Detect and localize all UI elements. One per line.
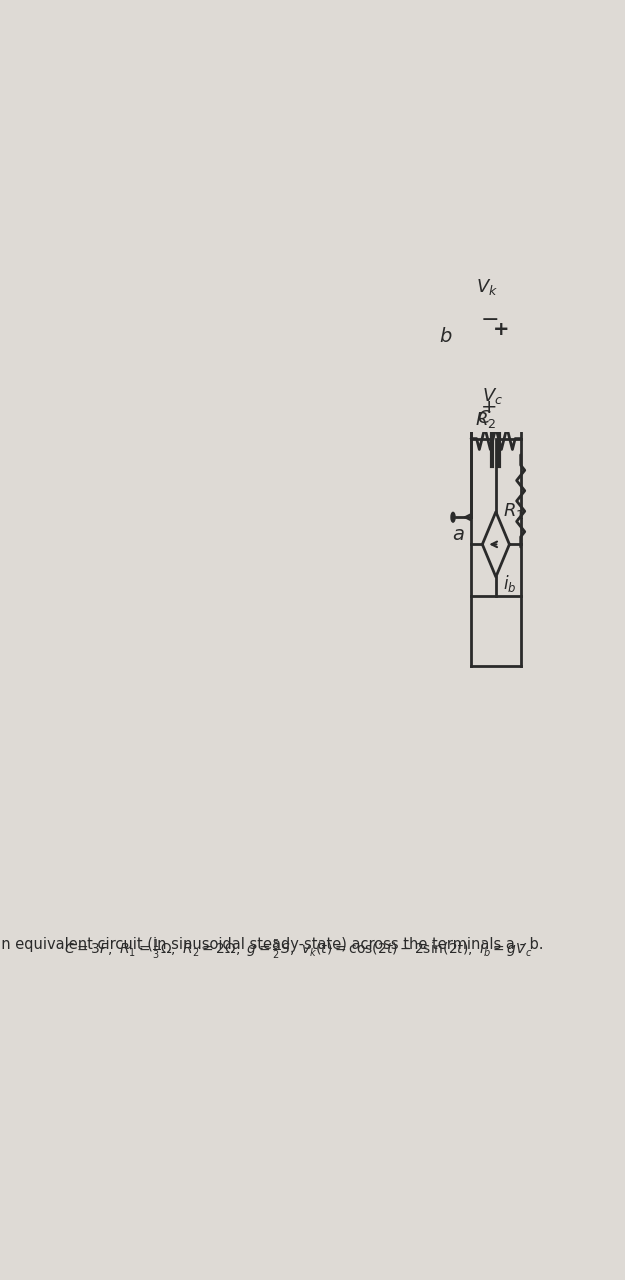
Text: $R_2$: $R_2$ bbox=[474, 410, 496, 430]
Text: $V_c$: $V_c$ bbox=[481, 387, 502, 406]
Text: C: C bbox=[478, 408, 490, 426]
Text: $V_k$: $V_k$ bbox=[476, 276, 498, 297]
Text: 1) Find the Thevenin equivalent circuit (in sinusoidal steady-state) across the : 1) Find the Thevenin equivalent circuit … bbox=[0, 937, 543, 952]
Text: +: + bbox=[481, 398, 497, 417]
Text: $R_1$: $R_1$ bbox=[503, 500, 524, 521]
Text: b: b bbox=[439, 328, 452, 347]
Circle shape bbox=[451, 512, 455, 522]
Text: −: − bbox=[481, 311, 499, 330]
Text: $C = 3F,\ R_1 = \frac{1}{3}\Omega,\ R_2 = 2\Omega,\ g = \frac{5}{2}S,$$\ v_k(t) : $C = 3F,\ R_1 = \frac{1}{3}\Omega,\ R_2 … bbox=[64, 937, 532, 961]
Text: +: + bbox=[493, 320, 510, 339]
Circle shape bbox=[451, 330, 455, 340]
Text: $i_b$: $i_b$ bbox=[503, 573, 516, 594]
Text: a: a bbox=[452, 525, 464, 544]
